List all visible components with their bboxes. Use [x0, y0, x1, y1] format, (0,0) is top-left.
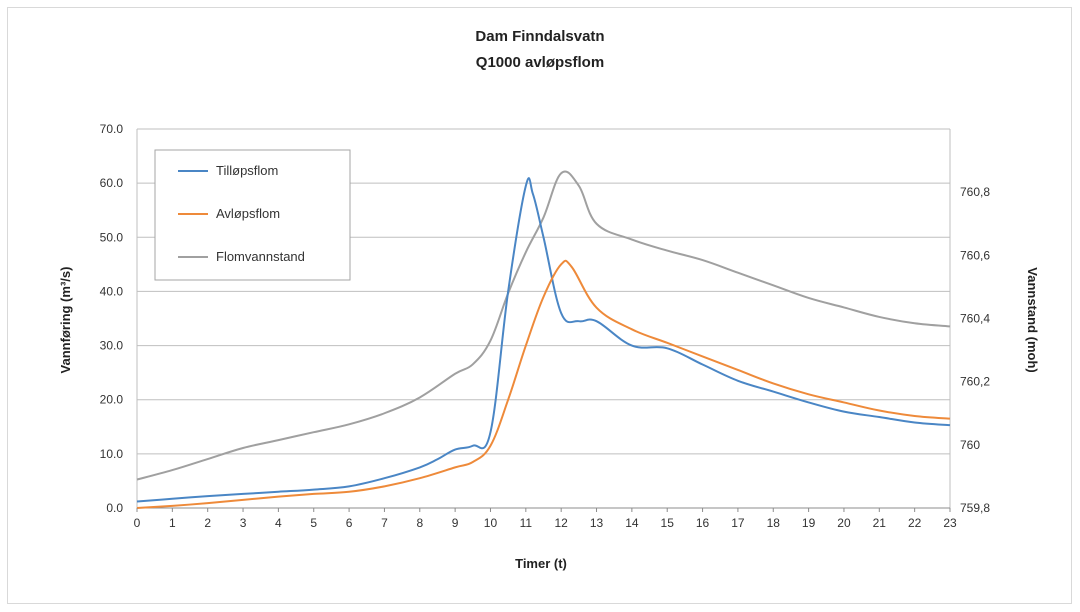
- x-tick-label-17: 17: [731, 516, 745, 530]
- legend: Tilløpsflom Avløpsflom Flomvannstand: [154, 149, 351, 281]
- legend-label-tillopsflom: Tilløpsflom: [216, 163, 278, 178]
- y-tick-label-4: 40.0: [100, 284, 124, 298]
- x-tick-label-13: 13: [590, 516, 604, 530]
- y-tick-label-2: 20.0: [100, 393, 124, 407]
- x-tick-label-11: 11: [520, 516, 533, 530]
- x-tick-label-14: 14: [625, 516, 639, 530]
- y-tick-label-5: 50.0: [100, 230, 124, 244]
- y-tick-label-6: 60.0: [100, 176, 124, 190]
- series-line-flomvannstand: [136, 170, 951, 481]
- y2-axis-title: Vannstand (moh): [1025, 267, 1040, 372]
- legend-label-avlopsflom: Avløpsflom: [216, 206, 280, 221]
- x-axis-title: Timer (t): [515, 556, 567, 571]
- x-tick-label-23: 23: [943, 516, 957, 530]
- x-tick-label-7: 7: [381, 516, 388, 530]
- y2-tick-label-5: 760,8: [960, 185, 990, 199]
- x-tick-label-21: 21: [873, 516, 887, 530]
- x-tick-label-0: 0: [134, 516, 141, 530]
- y-tick-label-0: 0.0: [106, 501, 123, 515]
- x-tick-label-2: 2: [204, 516, 211, 530]
- x-tick-label-8: 8: [416, 516, 423, 530]
- x-tick-label-9: 9: [452, 516, 459, 530]
- x-tick-label-12: 12: [554, 516, 568, 530]
- x-tick-label-1: 1: [169, 516, 176, 530]
- y-tick-label-7: 70.0: [100, 122, 124, 136]
- chart-title-line-1: Dam Finndalsvatn: [475, 28, 604, 45]
- y-tick-label-3: 30.0: [100, 339, 124, 353]
- chart-title-line-2: Q1000 avløpsflom: [476, 54, 604, 71]
- y-tick-label-1: 10.0: [100, 447, 124, 461]
- y2-tick-label-2: 760,2: [960, 375, 990, 389]
- series-line-avlopsflom: [136, 259, 951, 509]
- x-tick-label-6: 6: [346, 516, 353, 530]
- y2-tick-label-3: 760,4: [960, 312, 990, 326]
- x-tick-label-22: 22: [908, 516, 922, 530]
- x-tick-label-10: 10: [484, 516, 498, 530]
- x-tick-label-16: 16: [696, 516, 710, 530]
- y-axis-title: Vannføring (m³/s): [58, 267, 73, 374]
- y2-tick-label-0: 759,8: [960, 501, 990, 515]
- y2-tick-label-1: 760: [960, 438, 980, 452]
- y2-tick-label-4: 760,6: [960, 248, 990, 262]
- tick-labels: 0.010.020.030.040.050.060.070.0759,87607…: [100, 122, 991, 530]
- x-tick-label-15: 15: [661, 516, 675, 530]
- x-tick-label-4: 4: [275, 516, 282, 530]
- x-tick-label-3: 3: [240, 516, 247, 530]
- series-line-tillopsflom: [136, 177, 951, 503]
- x-tick-label-19: 19: [802, 516, 816, 530]
- series-lines: [136, 170, 951, 509]
- legend-label-flomvannstand: Flomvannstand: [216, 249, 305, 264]
- x-tick-label-20: 20: [837, 516, 851, 530]
- x-tick-label-18: 18: [767, 516, 781, 530]
- grid-lines: [136, 128, 951, 509]
- x-tick-label-5: 5: [310, 516, 317, 530]
